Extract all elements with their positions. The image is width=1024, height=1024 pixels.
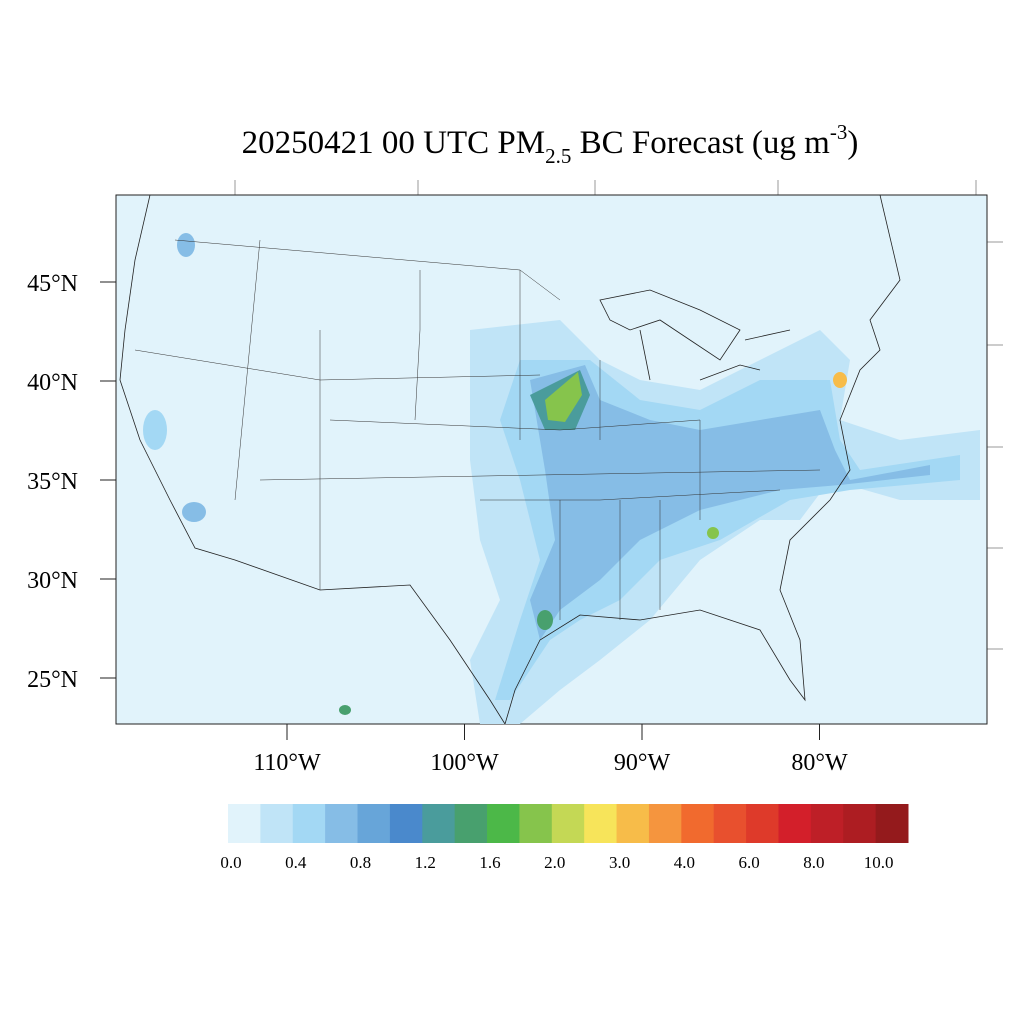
title-text: 20250421 00 UTC PM (242, 125, 545, 161)
axes: 45°N 40°N 35°N 30°N 25°N 110°W 100°W 90°W 80°W (27, 271, 848, 776)
map (115, 180, 1003, 725)
lat-label: 35°N (27, 469, 78, 495)
title-text: ) (847, 125, 858, 161)
colorbar-box (487, 804, 520, 843)
colorbar-box (648, 804, 682, 843)
field (545, 372, 582, 422)
lat-label: 45°N (27, 271, 78, 297)
colorbar-box (519, 804, 553, 843)
concentration-field (143, 233, 980, 724)
colorbar-box (778, 804, 812, 843)
colorbar-label: 1.6 (479, 853, 500, 872)
field (530, 365, 930, 640)
lon-label: 80°W (791, 750, 848, 776)
field (182, 502, 206, 522)
colorbar-box (389, 804, 423, 843)
colorbar-box (228, 804, 261, 843)
title-sup: -3 (830, 120, 848, 144)
colorbar-label: 2.0 (544, 853, 565, 872)
colorbar-label: 0.8 (350, 853, 371, 872)
lon-label: 100°W (430, 750, 499, 776)
lat-label: 25°N (27, 667, 78, 693)
colorbar-box (810, 804, 844, 843)
colorbar-box (551, 804, 585, 843)
colorbar-box (713, 804, 747, 843)
coastline (119, 194, 901, 725)
colorbar: 0.0 0.4 0.8 1.2 1.6 2.0 3.0 4.0 6.0 8.0 10.0 (220, 804, 909, 872)
colorbar-label: 0.4 (285, 853, 307, 872)
colorbar-box (454, 804, 488, 843)
lon-label: 90°W (614, 750, 671, 776)
colorbar-label: 3.0 (609, 853, 630, 872)
colorbar-label: 1.2 (415, 853, 436, 872)
colorbar-box (422, 804, 456, 843)
field (143, 410, 167, 450)
colorbar-box (292, 804, 326, 843)
colorbar-label: 6.0 (738, 853, 759, 872)
title-text: BC Forecast (ug m (571, 125, 830, 161)
lon-label: 110°W (253, 750, 321, 776)
title: 20250421 00 UTC PM2.5 BC Forecast (ug m-… (242, 120, 859, 168)
field (339, 705, 351, 715)
colorbar-box (746, 804, 779, 843)
colorbar-box (260, 804, 294, 843)
state-borders (134, 239, 821, 620)
colorbar-box (681, 804, 715, 843)
colorbar-box (875, 804, 909, 843)
colorbar-label: 10.0 (864, 853, 894, 872)
field (177, 233, 195, 257)
lat-label: 30°N (27, 568, 78, 594)
colorbar-box (843, 804, 877, 843)
colorbar-label: 4.0 (674, 853, 695, 872)
lat-label: 40°N (27, 370, 78, 396)
colorbar-box (584, 804, 618, 843)
colorbar-label: 0.0 (220, 853, 241, 872)
field (537, 610, 553, 630)
colorbar-box (616, 804, 650, 843)
field (833, 372, 847, 388)
frame-ticks (234, 180, 1003, 650)
colorbar-box (325, 804, 359, 843)
colorbar-box (357, 804, 391, 843)
colorbar-label: 8.0 (803, 853, 824, 872)
title-sub: 2.5 (545, 144, 571, 168)
field (707, 527, 719, 539)
